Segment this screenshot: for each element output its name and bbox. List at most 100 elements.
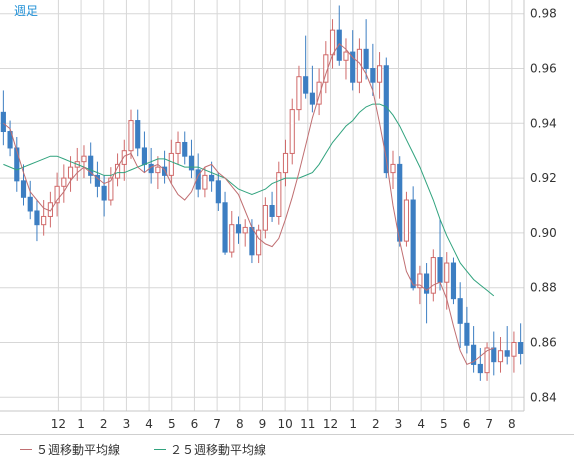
candle-up	[296, 76, 302, 111]
candle-up	[256, 229, 262, 256]
candle-down	[504, 350, 510, 357]
candle-up	[376, 65, 383, 83]
candle-down	[410, 199, 416, 289]
legend-label-5w: ５週移動平均線	[36, 443, 121, 457]
candle-down	[424, 273, 430, 294]
candle-up	[444, 262, 450, 283]
candle-down	[101, 185, 107, 201]
x-tick-label: 10	[277, 417, 292, 431]
x-tick-label: 2	[372, 417, 380, 431]
candle-down	[141, 147, 148, 165]
moving-average-5w-line	[3, 43, 494, 366]
candle-down	[477, 363, 483, 374]
candle-down	[215, 180, 221, 204]
candle-down	[209, 174, 215, 182]
x-tick-label: 1	[77, 417, 85, 431]
y-tick-label: 0.90	[530, 226, 557, 240]
candle-up	[81, 155, 87, 163]
legend-label-25w: ２５週移動平均線	[170, 443, 267, 457]
candle-up	[390, 163, 396, 174]
y-tick-label: 0.96	[530, 62, 557, 76]
y-tick-label: 0.98	[530, 7, 557, 21]
x-tick-label: 12	[51, 417, 66, 431]
candle-down	[350, 51, 356, 83]
candle-down	[27, 196, 33, 212]
candle-down	[471, 344, 477, 365]
candle-up	[262, 205, 268, 231]
x-tick-label: 7	[485, 417, 493, 431]
y-tick-label: 0.94	[530, 116, 557, 130]
candle-down	[303, 76, 309, 94]
candle-up	[276, 172, 282, 217]
candle-up	[343, 51, 349, 61]
legend-item-5w: ５週移動平均線	[20, 441, 120, 458]
candle-down	[249, 226, 255, 256]
candle-down	[94, 174, 100, 187]
x-tick-label: 8	[236, 417, 244, 431]
chart-background	[0, 0, 574, 434]
candle-up	[108, 177, 114, 201]
candle-up	[168, 152, 174, 176]
candle-down	[0, 111, 6, 133]
candle-down	[383, 65, 389, 174]
x-tick-label: 11	[300, 417, 315, 431]
candle-up	[242, 226, 248, 234]
candle-up	[403, 199, 410, 242]
candle-up	[329, 29, 336, 56]
candle-down	[437, 257, 443, 283]
x-tick-label: 12	[323, 417, 338, 431]
period-label: 週足	[14, 4, 39, 18]
candle-up	[417, 273, 423, 289]
y-tick-label: 0.88	[530, 281, 557, 295]
candle-up	[155, 166, 161, 174]
candle-up	[289, 109, 295, 154]
candle-down	[464, 322, 470, 346]
legend: ５週移動平均線 ２５週移動平均線	[0, 434, 574, 463]
candle-up	[128, 120, 134, 152]
candle-up	[61, 177, 67, 187]
x-tick-label: 7	[213, 417, 221, 431]
candle-up	[121, 150, 127, 165]
candle-down	[370, 68, 376, 83]
candle-up	[497, 350, 504, 363]
legend-line-5w	[20, 449, 32, 450]
legend-line-25w	[154, 449, 166, 450]
candle-up	[202, 174, 208, 190]
candle-up	[41, 215, 47, 226]
y-tick-label: 0.92	[530, 171, 557, 185]
candle-down	[222, 202, 228, 253]
candle-down	[7, 131, 13, 149]
x-tick-label: 3	[123, 417, 131, 431]
legend-item-25w: ２５週移動平均線	[154, 441, 266, 458]
candle-up	[175, 141, 181, 154]
x-tick-label: 5	[168, 417, 176, 431]
candle-up	[511, 342, 517, 357]
candle-down	[182, 141, 188, 157]
candle-down	[363, 48, 369, 69]
candle-down	[450, 262, 457, 300]
candle-down	[14, 147, 20, 182]
y-tick-label: 0.86	[530, 336, 557, 350]
candle-down	[162, 166, 168, 176]
candle-up	[316, 81, 322, 105]
candle-up	[67, 166, 74, 179]
x-tick-label: 9	[259, 417, 267, 431]
y-tick-label: 0.84	[530, 390, 557, 404]
candle-up	[47, 202, 53, 217]
x-tick-label: 5	[440, 417, 448, 431]
candle-down	[269, 205, 275, 217]
candle-down	[188, 155, 195, 171]
x-tick-label: 3	[395, 417, 403, 431]
candle-up	[430, 257, 436, 294]
candle-down	[397, 163, 403, 242]
x-tick-label: 8	[508, 417, 516, 431]
x-tick-label: 2	[100, 417, 108, 431]
x-tick-label: 1	[349, 417, 357, 431]
candle-down	[88, 155, 94, 176]
candle-up	[484, 347, 490, 374]
candle-down	[457, 298, 463, 324]
x-tick-label: 4	[417, 417, 425, 431]
candle-down	[491, 347, 497, 363]
